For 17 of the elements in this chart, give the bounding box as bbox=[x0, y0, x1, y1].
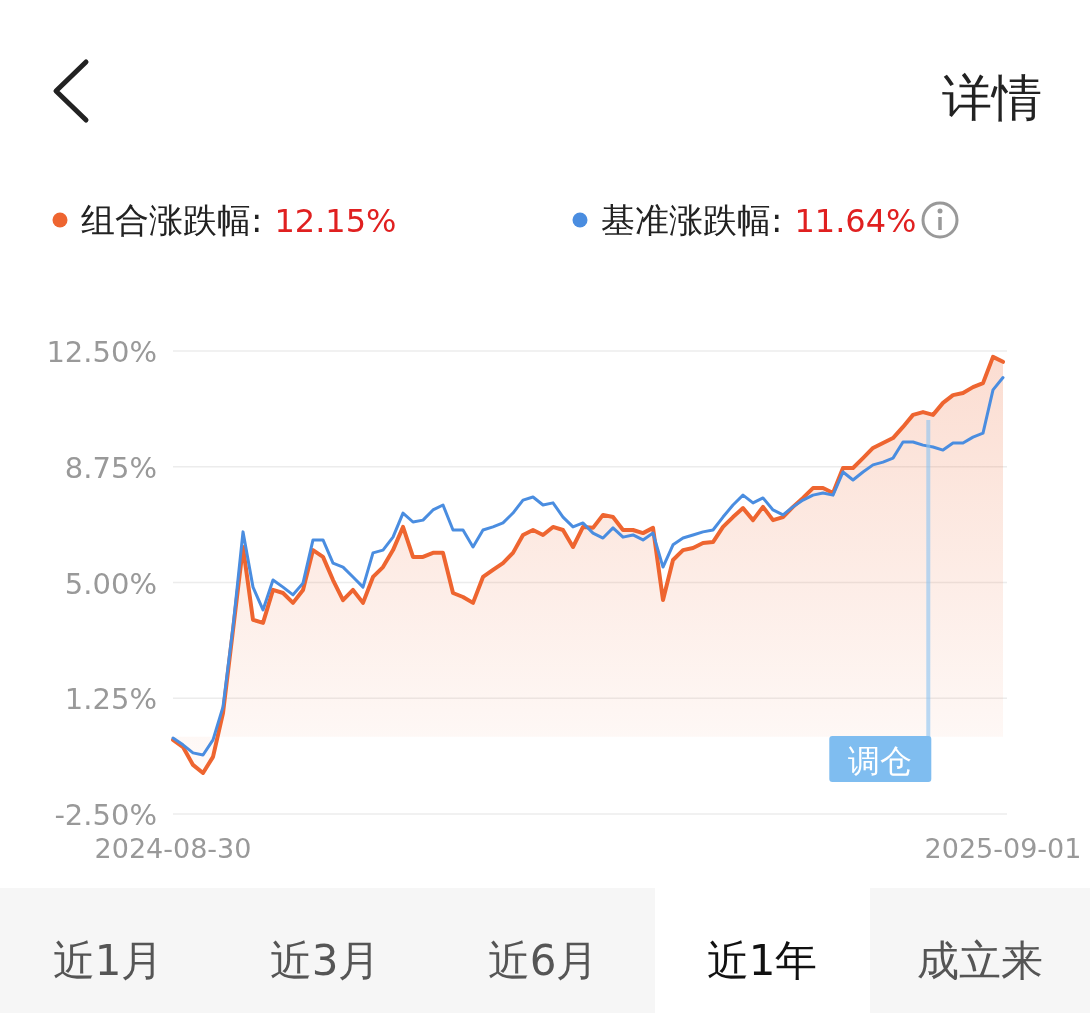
text: 详情 bbox=[942, 69, 1042, 127]
text: 近1年 bbox=[706, 936, 818, 985]
legend: 组合涨跌幅: 12.15% 基准涨跌幅: 11.64% bbox=[52, 200, 917, 240]
annotation: 调仓 bbox=[848, 742, 913, 780]
text: 近1月 bbox=[52, 936, 164, 985]
text: 近6月 bbox=[487, 936, 599, 985]
text: 成立来 bbox=[917, 936, 1043, 985]
y-tick-label: 8.75% bbox=[64, 450, 157, 485]
y-tick-label: 5.00% bbox=[64, 566, 157, 601]
y-tick-label: 12.50% bbox=[46, 335, 157, 369]
x-tick-label: 2025-09-01 bbox=[924, 833, 1082, 864]
x-tick-label: 2024-08-30 bbox=[94, 833, 252, 864]
legend-item: 组合涨跌幅: bbox=[52, 200, 263, 240]
y-tick-label: 1.25% bbox=[64, 682, 157, 717]
text: 近3月 bbox=[269, 936, 381, 985]
y-tick-label: -2.50% bbox=[54, 798, 157, 832]
legend-item: 基准涨跌幅: bbox=[572, 200, 783, 240]
